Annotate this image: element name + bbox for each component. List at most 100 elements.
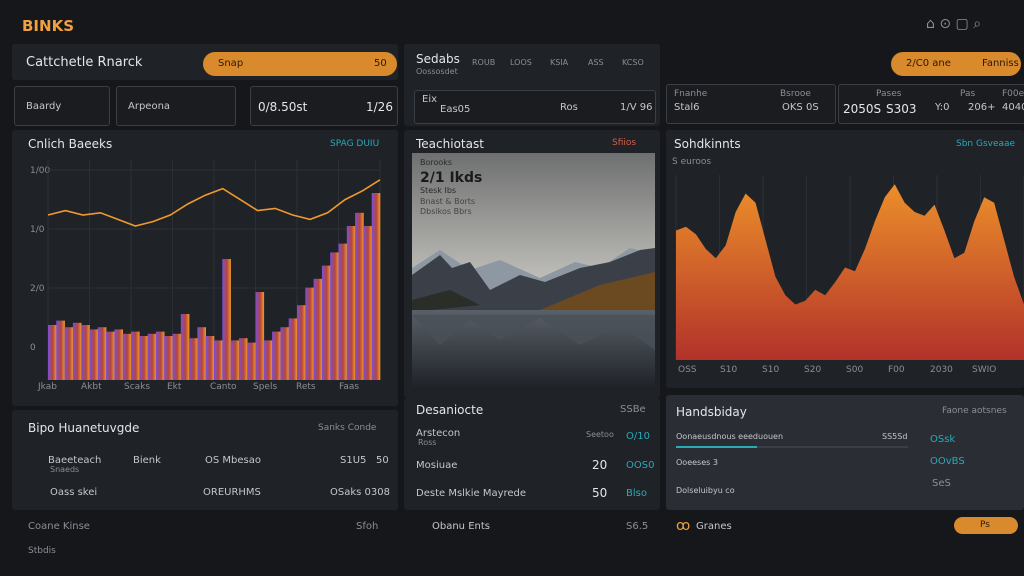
cell: OOS0 <box>626 460 655 471</box>
y-label: 1/00 <box>30 166 50 176</box>
caption: 2/1 Ikds <box>420 170 483 186</box>
cell: Ross <box>418 438 437 447</box>
cell: Bienk <box>133 455 161 466</box>
bar <box>313 278 323 380</box>
bar <box>214 340 223 380</box>
progress <box>676 446 908 448</box>
bar <box>346 226 356 380</box>
bar <box>288 318 298 380</box>
tab[interactable]: KCSO <box>622 58 644 67</box>
logo[interactable]: BINKS <box>22 17 74 35</box>
caption: Stesk Ibs <box>420 186 457 195</box>
mid-subtitle: Oossosdet <box>416 67 458 76</box>
button-group[interactable] <box>891 52 1021 76</box>
stat: Arpeona <box>128 101 171 112</box>
line <box>47 179 381 227</box>
stat: Fnanhe <box>674 89 708 99</box>
stat-box[interactable] <box>666 84 836 124</box>
chart-link[interactable]: Sbn Gsveaae <box>956 139 1016 149</box>
bar <box>122 333 132 380</box>
button[interactable]: 2/C0 ane <box>906 58 951 69</box>
stat: S303 <box>886 102 917 116</box>
x-label: Ekt <box>167 382 182 392</box>
stat-box[interactable] <box>250 86 398 126</box>
button[interactable]: Fanniss <box>982 58 1019 69</box>
bar <box>97 327 107 380</box>
search-value: 50 <box>374 58 387 69</box>
image-title: Teachiotast <box>416 137 484 151</box>
bar <box>330 252 339 380</box>
cell: Oonaeusdnous eeeduouen <box>676 432 784 441</box>
panel-title: Handsbiday <box>676 405 747 419</box>
cell: Eix <box>422 94 438 105</box>
chart-link[interactable]: SPAG DUIU <box>330 139 380 149</box>
bar <box>371 193 381 380</box>
stat: Pases <box>876 89 902 99</box>
tab[interactable]: ASS <box>588 58 604 67</box>
footer: Granes <box>696 521 732 532</box>
bar <box>255 292 265 380</box>
mid-row[interactable] <box>414 90 656 124</box>
chart-subtitle: S euroos <box>672 157 712 167</box>
bar <box>263 340 273 380</box>
cell: Dolseluibyu co <box>676 486 735 495</box>
bar <box>48 325 57 380</box>
footer-icon: ꝏ <box>676 518 691 534</box>
x-label: Akbt <box>81 382 102 392</box>
bar <box>247 342 256 380</box>
cell: Deste Mslkie Mayrede <box>416 488 527 499</box>
bar <box>321 265 331 380</box>
list-filter[interactable]: Sanks Conde <box>318 423 377 433</box>
cell: Oass skei <box>50 487 98 498</box>
stat: 1/26 <box>366 100 393 114</box>
cell: OOvBS <box>930 456 965 467</box>
cell: Ooeeses 3 <box>676 458 718 467</box>
x-label: Faas <box>339 382 359 392</box>
cell: OS Mbesao <box>205 455 261 466</box>
x-label: Spels <box>253 382 277 392</box>
image-tag[interactable]: Sfiios <box>612 138 637 148</box>
tab[interactable]: KSIA <box>550 58 569 67</box>
tab[interactable]: ROUB <box>472 58 496 67</box>
stat: Baardy <box>26 101 62 112</box>
bar <box>139 336 148 380</box>
bar <box>355 212 364 380</box>
pill[interactable] <box>954 517 1018 534</box>
cell: OREURHMS <box>203 487 261 498</box>
tab[interactable]: LOOS <box>510 58 532 67</box>
stat: Pas <box>960 89 976 99</box>
bar <box>147 333 157 380</box>
pill-label: Ps <box>980 520 990 530</box>
section-title: Desaniocte <box>416 403 484 417</box>
bar <box>81 325 90 380</box>
y-label: 2/0 <box>30 284 45 294</box>
cell: SS5Sd <box>882 432 908 441</box>
panel-link[interactable]: Faone aotsnes <box>942 406 1007 416</box>
mid-title: Sedabs <box>416 52 460 66</box>
cell: 50 <box>376 455 389 466</box>
x-label: 2030 <box>930 365 953 375</box>
search[interactable] <box>203 52 397 76</box>
stat: Bsrooe <box>780 89 811 99</box>
stat-box[interactable] <box>14 86 110 126</box>
x-label: OSS <box>678 365 697 375</box>
cell: Ros <box>560 102 578 113</box>
cell: Baeeteach <box>48 455 102 466</box>
bar <box>64 327 74 380</box>
cell: 1/V 96 <box>620 102 653 113</box>
x-label: S10 <box>762 365 779 375</box>
cell: 20 <box>592 458 608 472</box>
bar <box>238 338 248 380</box>
bar <box>172 333 182 380</box>
cell: SeS <box>932 478 951 489</box>
status: Stbdis <box>28 546 56 556</box>
icons[interactable]: ⌂ ⊙ ▢ ⌕ <box>926 16 982 32</box>
stat-box[interactable] <box>116 86 236 126</box>
bar <box>230 340 240 380</box>
bar <box>297 305 306 380</box>
bar <box>197 327 206 380</box>
stat-box[interactable] <box>838 84 1024 124</box>
left-title: Cattchetle Rnarck <box>26 55 143 70</box>
